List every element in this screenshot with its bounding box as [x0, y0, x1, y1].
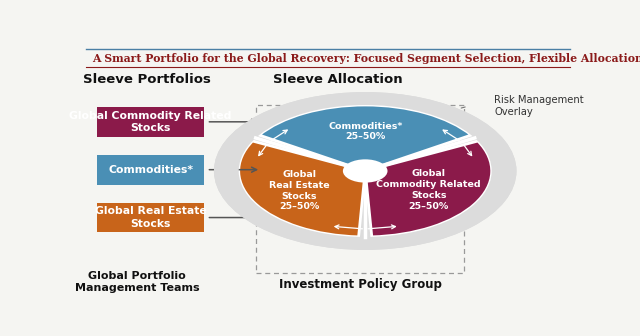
Wedge shape	[239, 141, 365, 237]
Text: A Smart Portfolio for the Global Recovery: Focused Segment Selection, Flexible A: A Smart Portfolio for the Global Recover…	[92, 53, 640, 65]
Wedge shape	[259, 105, 471, 171]
Text: Sleeve Portfolios: Sleeve Portfolios	[83, 73, 211, 86]
Bar	[256, 105, 465, 273]
Bar	[97, 203, 204, 233]
Text: Global Portfolio
Management Teams: Global Portfolio Management Teams	[75, 271, 199, 293]
Text: Commodities*
25–50%: Commodities* 25–50%	[328, 122, 403, 141]
Circle shape	[214, 92, 516, 250]
Text: Global Real Estate
Stocks: Global Real Estate Stocks	[95, 206, 207, 229]
Bar	[97, 107, 204, 137]
Text: Global
Commodity Related
Stocks
25–50%: Global Commodity Related Stocks 25–50%	[376, 169, 481, 211]
Text: Global Commodity Related
Stocks: Global Commodity Related Stocks	[70, 111, 232, 133]
Text: Commodities*: Commodities*	[108, 165, 193, 175]
Text: Global
Real Estate
Stocks
25–50%: Global Real Estate Stocks 25–50%	[269, 170, 330, 211]
Wedge shape	[214, 92, 516, 250]
Circle shape	[343, 159, 388, 183]
Bar	[97, 155, 204, 184]
Wedge shape	[365, 141, 492, 237]
Text: Sleeve Allocation: Sleeve Allocation	[273, 73, 403, 86]
Text: Risk Management
Overlay: Risk Management Overlay	[494, 95, 584, 117]
Text: Investment Policy Group: Investment Policy Group	[279, 278, 442, 291]
